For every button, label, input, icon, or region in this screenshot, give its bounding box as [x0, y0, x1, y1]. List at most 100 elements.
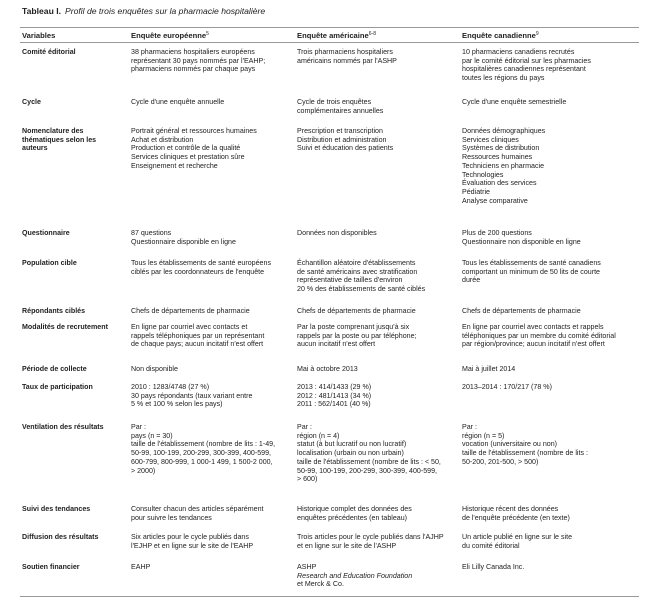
cell-line: Par :: [297, 423, 312, 431]
cell-line: Un article publié en ligne sur le site: [462, 533, 573, 541]
cell-line: toutes les régions du pays: [462, 74, 545, 83]
cell-line: auteurs: [22, 144, 48, 153]
table-cell: Portrait général et ressources humaines A…: [131, 127, 257, 171]
cell-line: Portrait général et ressources humaines: [131, 127, 257, 135]
cell-line: Nomenclature des: [22, 127, 84, 135]
table-cell: Tous les établissements de santé europée…: [131, 259, 271, 276]
cell-line: Échantillon aléatoire d'établissements: [297, 259, 416, 267]
header-text: Variables: [22, 31, 56, 40]
cell-line: pays (n = 30): [131, 431, 173, 440]
cell-line: Cycle d'une enquête annuelle: [131, 98, 225, 106]
cell-line: Six articles pour le cycle publiés dans: [131, 533, 249, 541]
table-cell: 87 questions Questionnaire disponible en …: [131, 229, 236, 246]
cell-line: Trois articles pour le cycle publiés dan…: [297, 533, 444, 541]
table-cell: Trois articles pour le cycle publiés dan…: [297, 533, 444, 550]
cell-line: Mai à juillet 2014: [462, 365, 516, 373]
table-cell: Données démographiques Services cliniques…: [462, 127, 545, 205]
cell-line: Tous les établissements de santé europée…: [131, 259, 271, 267]
cell-line: Chefs de départements de pharmacie: [297, 307, 416, 315]
cell-line: 30 pays répondants (taux variant entre: [131, 391, 253, 400]
table-cell: Cycle d'une enquête annuelle: [131, 98, 224, 107]
cell-line: taille de l'établissement (nombre de lit…: [131, 440, 276, 449]
row-label: Population cible: [22, 259, 77, 268]
row-label: Comité éditorial: [22, 48, 76, 57]
table-cell: 2013–2014 : 170/217 (78 %): [462, 383, 552, 392]
cell-line: Techniciens en pharmacie: [462, 161, 545, 170]
cell-line: par région/province; aucun incitatif n'e…: [462, 340, 605, 349]
cell-line: durée: [462, 276, 481, 285]
cell-line: 2010 : 1283/4748 (27 %): [131, 383, 210, 391]
column-header: Enquête américaine6-8: [297, 31, 376, 40]
cell-line: 50-200, 201-500, > 500): [462, 457, 539, 466]
caption-label: Tableau I.: [22, 6, 61, 16]
cell-line: aucun incitatif n'est offert: [297, 340, 376, 349]
cell-line: vocation (universitaire ou non): [462, 440, 558, 449]
cell-line: Évaluation des services: [462, 179, 537, 188]
cell-line: Comité éditorial: [22, 48, 76, 56]
cell-line: Taux de participation: [22, 383, 93, 391]
row-label: Taux de participation: [22, 383, 93, 392]
cell-line: 10 pharmaciens canadiens recrutés: [462, 48, 575, 56]
cell-line: Historique récent des données: [462, 505, 559, 513]
cell-line: téléphoniques par un membre du comité éd…: [462, 331, 616, 340]
cell-line: Enseignement et recherche: [131, 161, 218, 170]
caption-text: Profil de trois enquêtes sur la pharmaci…: [65, 6, 266, 16]
table-cell: Non disponible: [131, 365, 178, 374]
cell-line: l'EJHP et en ligne sur le site de l'EAHP: [131, 541, 254, 550]
header-reference: 6-8: [368, 31, 376, 37]
row-label: Ventilation des résultats: [22, 423, 104, 432]
cell-line: Par :: [131, 423, 146, 431]
cell-line: complémentaires annuelles: [297, 106, 384, 115]
table-cell: 10 pharmaciens canadiens recrutés par le …: [462, 48, 591, 83]
cell-line: rappels téléphoniques par un représentan…: [131, 331, 265, 340]
table-cell: Mai à octobre 2013: [297, 365, 358, 374]
cell-line: taille de l'établissement (nombre de lit…: [462, 449, 588, 458]
cell-line: Production et contrôle de la qualité: [131, 144, 241, 153]
table-cell: Trois pharmaciens hospitaliers américains…: [297, 48, 397, 65]
cell-line: Période de collecte: [22, 365, 87, 373]
cell-line: Questionnaire disponible en ligne: [131, 237, 236, 246]
header-bottom-rule: [20, 42, 639, 43]
cell-line: et Merck & Co.: [297, 580, 344, 589]
cell-line: Chefs de départements de pharmacie: [462, 307, 581, 315]
cell-line: pharmaciens nommés par chaque pays: [131, 65, 256, 74]
cell-line: représentant 30 pays nommés par l'EAHP;: [131, 56, 266, 65]
table-cell: Données non disponibles: [297, 229, 377, 238]
table-cell: Chefs de départements de pharmacie: [131, 307, 250, 316]
table-cell: Historique récent des données de l'enquêt…: [462, 505, 570, 522]
table-cell: 2010 : 1283/4748 (27 %) 30 pays répondant…: [131, 383, 252, 409]
row-label: Soutien financier: [22, 563, 80, 572]
table-cell: Échantillon aléatoire d'établissements de…: [297, 259, 425, 294]
cell-line: Données non disponibles: [297, 229, 377, 237]
cell-line: Questionnaire: [22, 229, 70, 237]
row-label: Cycle: [22, 98, 41, 107]
cell-line: Plus de 200 questions: [462, 229, 532, 237]
cell-line: 2013 : 414/1433 (29 %): [297, 383, 372, 391]
header-reference: 9: [535, 31, 539, 37]
cell-line: 50-99, 100-199, 200-299, 300-399, 400-59…: [297, 466, 438, 475]
table-cell: Consulter chacun des articles séparément…: [131, 505, 264, 522]
cell-line: de chaque pays; aucun incitatif n'est of…: [131, 340, 264, 349]
cell-line: 38 pharmaciens hospitaliers européens: [131, 48, 255, 56]
header-top-rule: [20, 27, 639, 28]
header-reference: 5: [206, 31, 209, 37]
cell-line: Consulter chacun des articles séparément: [131, 505, 264, 513]
cell-line: comportant un minimum de 50 lits de cour…: [462, 267, 600, 276]
cell-line: Research and Education Foundation: [297, 571, 413, 580]
cell-line: taille de l'établissement (nombre de lit…: [297, 457, 441, 466]
table-cell: En ligne par courriel avec contacts et r…: [462, 323, 616, 349]
cell-line: par le comité éditorial sur les pharmaci…: [462, 56, 591, 65]
row-label: Période de collecte: [22, 365, 87, 374]
table-cell: Par la poste comprenant jusqu'à six rappe…: [297, 323, 417, 349]
cell-line: hospitalières canadiennes représentant: [462, 65, 586, 74]
cell-line: 5 % et 100 % selon les pays): [131, 400, 223, 409]
cell-line: Cycle: [22, 98, 41, 106]
cell-line: En ligne par courriel avec contacts et r…: [462, 323, 604, 331]
cell-line: > 600): [297, 475, 318, 484]
table-caption: Tableau I. Profil de trois enquêtes sur l…: [22, 6, 265, 16]
cell-line: ciblés par les coordonnateurs de l'enquê…: [131, 267, 265, 276]
cell-line: Tous les établissements de santé canadie…: [462, 259, 601, 267]
table-cell: Par : pays (n = 30) taille de l'établissem…: [131, 423, 275, 475]
table-cell: 2013 : 414/1433 (29 %) 2012 : 481/1413 (3…: [297, 383, 371, 409]
